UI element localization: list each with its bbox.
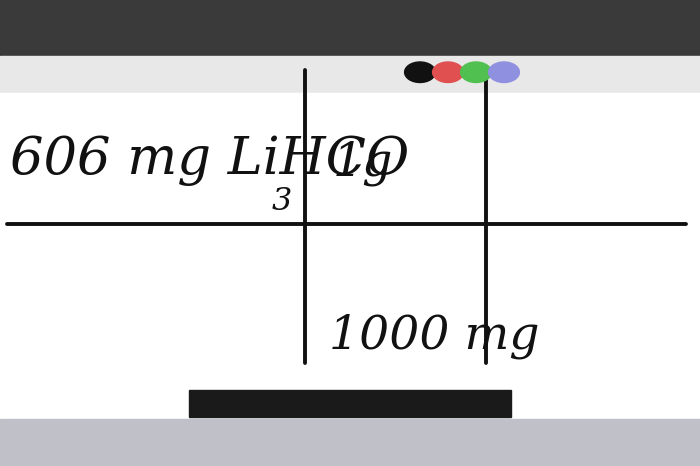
Circle shape xyxy=(489,62,519,82)
Circle shape xyxy=(433,62,463,82)
Bar xyxy=(0,0,700,56)
Bar xyxy=(0,56,700,93)
Text: 1g: 1g xyxy=(332,141,393,186)
Circle shape xyxy=(405,62,435,82)
Text: 606 mg LiHCO: 606 mg LiHCO xyxy=(10,136,409,186)
Text: 1000 mg: 1000 mg xyxy=(329,313,540,359)
Bar xyxy=(0,419,700,466)
Circle shape xyxy=(461,62,491,82)
Text: 3: 3 xyxy=(272,185,292,217)
Bar xyxy=(189,390,511,417)
Bar xyxy=(0,93,700,419)
